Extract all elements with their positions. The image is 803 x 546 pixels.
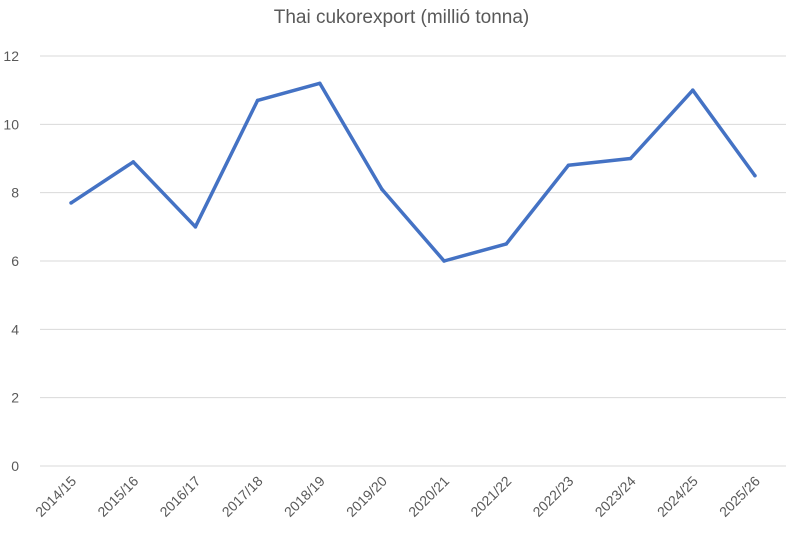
x-tick-label: 2022/23 [529, 473, 576, 520]
x-tick-label: 2016/17 [156, 473, 203, 520]
y-tick-label: 6 [11, 253, 19, 269]
x-tick-label: 2017/18 [219, 473, 266, 520]
y-tick-label: 4 [11, 321, 19, 337]
x-tick-label: 2018/19 [281, 473, 328, 520]
data-point [131, 160, 135, 164]
data-point [504, 242, 508, 246]
y-tick-label: 12 [3, 48, 19, 64]
series-line [69, 81, 757, 263]
x-tick-label: 2014/15 [32, 473, 79, 520]
data-point [255, 98, 260, 103]
data-point [628, 156, 633, 161]
x-tick-label: 2025/26 [716, 473, 763, 520]
data-point [753, 173, 757, 178]
y-tick-label: 10 [3, 116, 19, 132]
data-point [691, 88, 695, 92]
y-tick-label: 0 [11, 458, 19, 474]
y-tick-label: 8 [11, 185, 19, 201]
x-tick-label: 2015/16 [94, 473, 141, 520]
data-point [380, 187, 384, 191]
data-point [69, 201, 73, 205]
x-tick-label: 2021/22 [467, 473, 514, 520]
data-point [193, 225, 198, 229]
chart-title: Thai cukorexport (millió tonna) [273, 7, 530, 28]
data-point [442, 259, 446, 263]
x-tick-label: 2023/24 [592, 473, 639, 520]
y-tick-label: 2 [11, 390, 19, 406]
x-tick-label: 2020/21 [405, 473, 452, 520]
x-tick-label: 2024/25 [654, 473, 701, 520]
data-point [318, 81, 322, 86]
data-point [566, 163, 571, 168]
x-tick-label: 2019/20 [343, 473, 390, 520]
